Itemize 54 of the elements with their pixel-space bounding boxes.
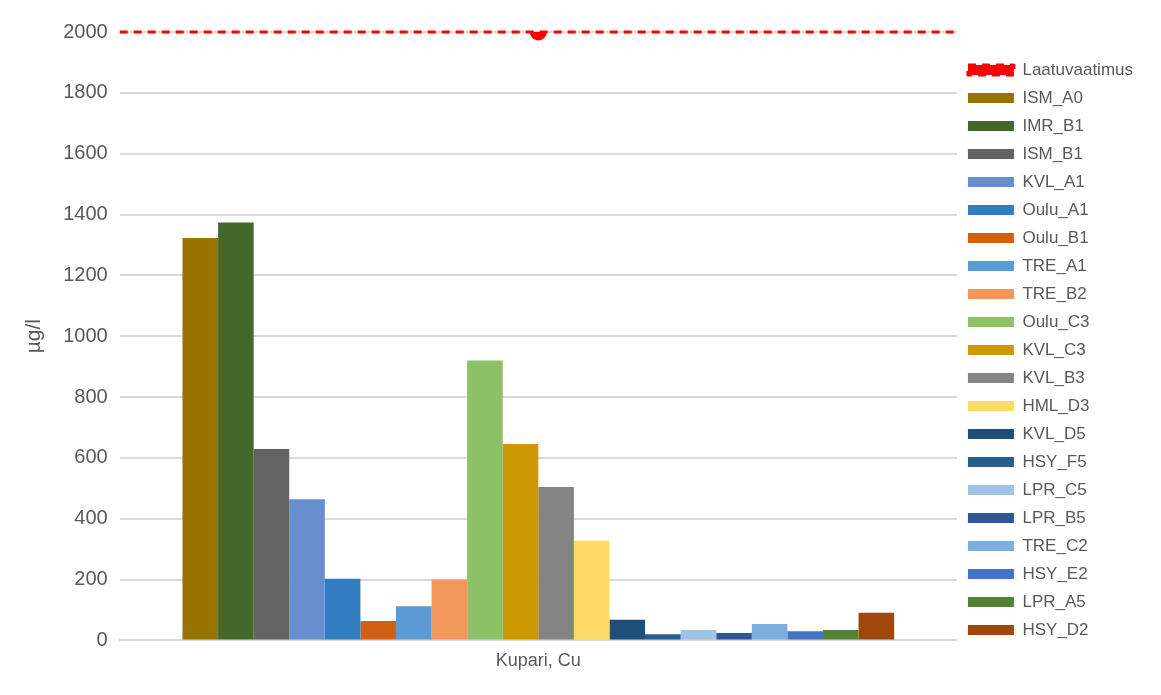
bar [182, 237, 219, 640]
y-tick-label: 1600 [63, 141, 108, 164]
bar [289, 499, 325, 640]
legend-label: LPR_C5 [1022, 479, 1087, 499]
bar [609, 619, 646, 640]
bar [716, 633, 752, 640]
bar [395, 606, 432, 640]
legend-label: Oulu_B1 [1022, 227, 1089, 247]
bar [253, 449, 290, 640]
legend-label: TRE_C2 [1022, 535, 1088, 555]
legend-label: LPR_A5 [1022, 591, 1086, 611]
legend-label: HSY_E2 [1022, 563, 1088, 583]
y-axis-title: µg/l [21, 319, 45, 354]
legend-label: Oulu_C3 [1022, 311, 1090, 331]
y-tick-label: 1000 [63, 323, 108, 346]
legend-label: HSY_D2 [1022, 619, 1089, 639]
legend-label: IMR_B1 [1022, 115, 1084, 135]
bar [502, 443, 539, 640]
bar [858, 612, 895, 640]
legend-label: LPR_B5 [1022, 507, 1086, 527]
legend-label: HSY_F5 [1022, 451, 1087, 471]
bar [324, 578, 361, 640]
y-tick-label: 800 [74, 384, 108, 407]
x-tick-label: Kupari, Cu [495, 650, 581, 671]
bar [538, 487, 574, 640]
legend-label: ISM_B1 [1022, 143, 1083, 163]
bar [218, 222, 254, 640]
bar [573, 540, 610, 640]
y-tick-label: 200 [74, 567, 108, 590]
bar [645, 634, 681, 640]
y-tick-label: 1400 [63, 202, 108, 225]
legend-label: HML_D3 [1022, 395, 1090, 415]
legend-label: TRE_A1 [1022, 255, 1087, 275]
legend-label: Laatuvaatimus [1022, 59, 1134, 79]
legend-label: KVL_A1 [1022, 171, 1085, 191]
bar [680, 630, 717, 640]
y-tick-label: 600 [74, 445, 108, 468]
bar [822, 630, 859, 640]
y-tick-label: 400 [74, 506, 108, 529]
y-tick-label: 0 [96, 627, 108, 650]
legend-label: KVL_D5 [1022, 423, 1086, 443]
legend-label: Oulu_A1 [1022, 199, 1089, 219]
bar [467, 360, 503, 640]
legend-label: KVL_B3 [1022, 367, 1085, 387]
y-tick-label: 1800 [63, 80, 108, 103]
y-tick-label: 2000 [63, 19, 108, 42]
bar [360, 620, 396, 640]
bar [431, 579, 468, 640]
legend-label: TRE_B2 [1022, 283, 1087, 303]
legend-label: KVL_C3 [1022, 339, 1086, 359]
bar [751, 623, 788, 640]
legend-label: ISM_A0 [1022, 87, 1083, 107]
y-tick-label: 1200 [63, 262, 108, 285]
bar [787, 631, 823, 640]
